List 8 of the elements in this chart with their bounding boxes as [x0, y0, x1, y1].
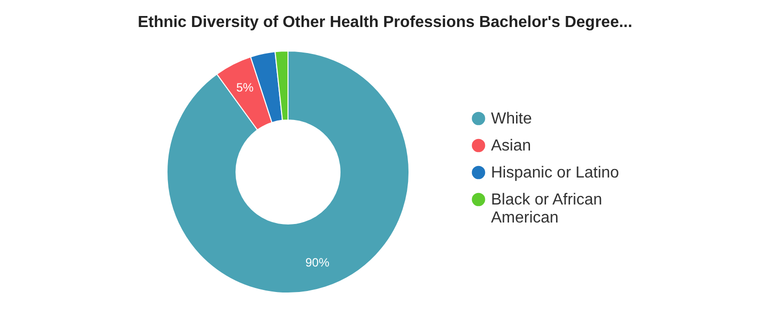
- legend-label: Asian: [491, 138, 532, 154]
- legend-label: Black or African American: [491, 192, 602, 226]
- donut-slice: [166, 50, 410, 294]
- data-label: 5%: [236, 80, 254, 94]
- chart-title: Ethnic Diversity of Other Health Professions Bachelor's Degree...: [138, 14, 632, 31]
- data-label: 90%: [305, 255, 330, 270]
- legend-label: White: [491, 110, 532, 128]
- legend-label: Hispanic or Latino: [491, 164, 620, 182]
